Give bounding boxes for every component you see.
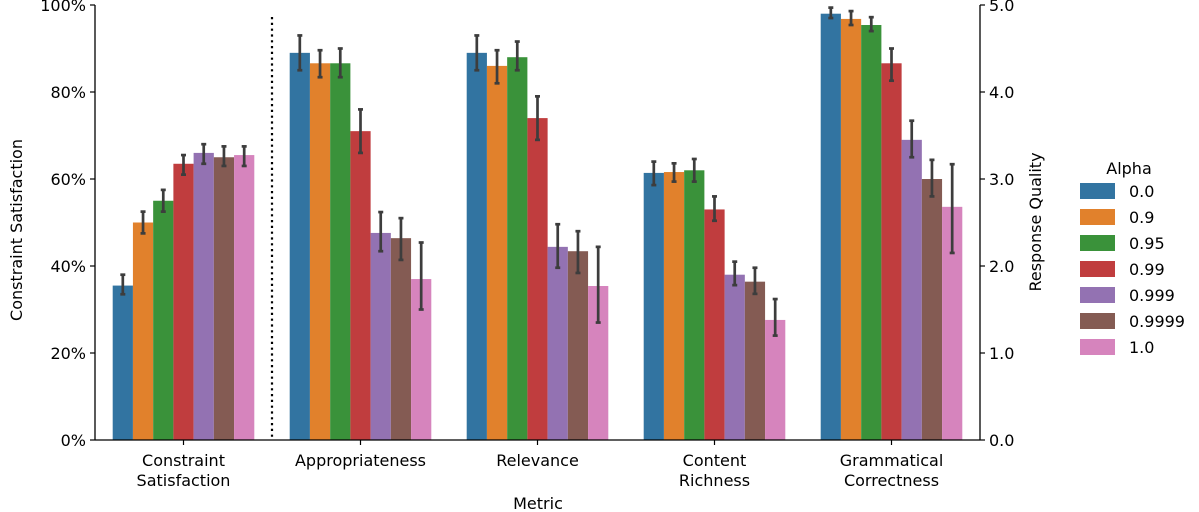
bar-1.0-cat-0 — [234, 155, 255, 440]
bar-0.0-cat-2 — [466, 52, 487, 440]
x-tick-label-line: Relevance — [496, 451, 579, 470]
bar-0.95-cat-3 — [684, 170, 705, 441]
left-tick-label: 60% — [50, 170, 86, 189]
x-tick-label: Grammatical Correctness — [840, 451, 944, 490]
bar-0.0-cat-1 — [289, 52, 310, 440]
x-tick-label: Content Richness — [679, 451, 750, 490]
x-tick-label: Appropriateness — [295, 451, 426, 470]
bar-0.95-cat-4 — [861, 25, 882, 440]
left-tick-label: 100% — [40, 0, 86, 15]
x-tick-label-line: Grammatical — [840, 451, 944, 470]
bar-0.99-cat-3 — [704, 209, 725, 440]
legend-label-0.999: 0.999 — [1129, 286, 1175, 305]
y-axis-label-right: Response Quality — [1026, 152, 1045, 291]
x-tick-label-line: Content — [683, 451, 747, 470]
legend-swatch-0.95 — [1080, 235, 1115, 251]
bar-0.9-cat-3 — [663, 172, 685, 441]
legend-label-0.9999: 0.9999 — [1129, 312, 1185, 331]
legend-swatch-0.9 — [1080, 209, 1115, 225]
right-tick-label: 0.0 — [989, 431, 1014, 450]
bar-0.99-cat-2 — [527, 118, 548, 440]
bar-0.95-cat-0 — [153, 200, 174, 440]
bar-0.9-cat-1 — [309, 63, 331, 440]
x-tick-label-line: Satisfaction — [137, 471, 231, 490]
right-tick-label: 3.0 — [989, 170, 1014, 189]
legend-label-0.9: 0.9 — [1129, 208, 1154, 227]
legend-label-0.95: 0.95 — [1129, 234, 1165, 253]
bar-0.999-cat-2 — [547, 246, 568, 440]
bar-0.9-cat-2 — [486, 65, 508, 441]
bar-0.95-cat-1 — [330, 63, 351, 440]
left-tick-label: 20% — [50, 344, 86, 363]
bar-0.99-cat-0 — [173, 163, 194, 440]
bar-0.999-cat-4 — [901, 139, 922, 440]
x-tick-label-line: Appropriateness — [295, 451, 426, 470]
bar-0.9999-cat-0 — [213, 157, 235, 440]
bar-0.9999-cat-4 — [921, 179, 943, 440]
legend-swatch-0.9999 — [1080, 313, 1115, 329]
x-tick-label: Relevance — [496, 451, 579, 470]
bar-0.95-cat-2 — [507, 57, 528, 440]
ticks-layer: 0% 20% 40% 60% 80% 100% 0.0 1.0 2.0 3.0 4.0 5.0 Cons… — [40, 0, 1014, 490]
left-tick-label: 40% — [50, 257, 86, 276]
bar-0.99-cat-4 — [881, 63, 902, 440]
right-tick-label: 4.0 — [989, 83, 1014, 102]
bar-1.0-cat-1 — [411, 279, 432, 440]
bar-1.0-cat-2 — [588, 286, 609, 440]
legend-label-0.99: 0.99 — [1129, 260, 1165, 279]
left-tick-label: 0% — [61, 431, 86, 450]
bar-0.9-cat-0 — [132, 222, 154, 440]
bar-0.999-cat-0 — [193, 152, 214, 440]
bar-0.0-cat-4 — [820, 13, 841, 440]
bar-0.999-cat-1 — [370, 232, 391, 440]
x-tick-label-line: Richness — [679, 471, 750, 490]
legend-swatch-0.999 — [1080, 287, 1115, 303]
right-tick-label: 2.0 — [989, 257, 1014, 276]
bar-0.999-cat-3 — [724, 274, 745, 440]
legend-title: Alpha — [1106, 159, 1152, 178]
legend: Alpha 0.0 0.9 0.95 0.99 0.999 0.9999 1.0 — [1080, 159, 1185, 357]
bar-1.0-cat-4 — [942, 206, 963, 440]
bars-layer — [112, 13, 963, 441]
legend-label-0.0: 0.0 — [1129, 182, 1154, 201]
bar-0.9999-cat-3 — [744, 281, 766, 440]
x-tick-label-line: Constraint — [142, 451, 225, 470]
legend-label-1.0: 1.0 — [1129, 338, 1154, 357]
legend-swatch-0.99 — [1080, 261, 1115, 277]
legend-swatch-0.0 — [1080, 183, 1115, 199]
error-bars-layer — [120, 6, 955, 337]
bar-0.0-cat-0 — [112, 285, 133, 440]
x-axis-label: Metric — [513, 494, 563, 512]
right-tick-label: 5.0 — [989, 0, 1014, 15]
bar-0.9999-cat-1 — [390, 238, 412, 440]
left-tick-label: 80% — [50, 83, 86, 102]
right-tick-label: 1.0 — [989, 344, 1014, 363]
bar-0.99-cat-1 — [350, 131, 371, 440]
bar-0.0-cat-3 — [643, 172, 664, 440]
x-tick-label: Constraint Satisfaction — [137, 451, 231, 490]
bar-0.9999-cat-2 — [567, 251, 589, 440]
bar-0.9-cat-4 — [840, 18, 862, 440]
bar-1.0-cat-3 — [765, 319, 786, 440]
legend-swatch-1.0 — [1080, 339, 1115, 355]
x-tick-label-line: Correctness — [844, 471, 939, 490]
y-axis-label-left: Constraint Satisfaction — [7, 139, 26, 321]
